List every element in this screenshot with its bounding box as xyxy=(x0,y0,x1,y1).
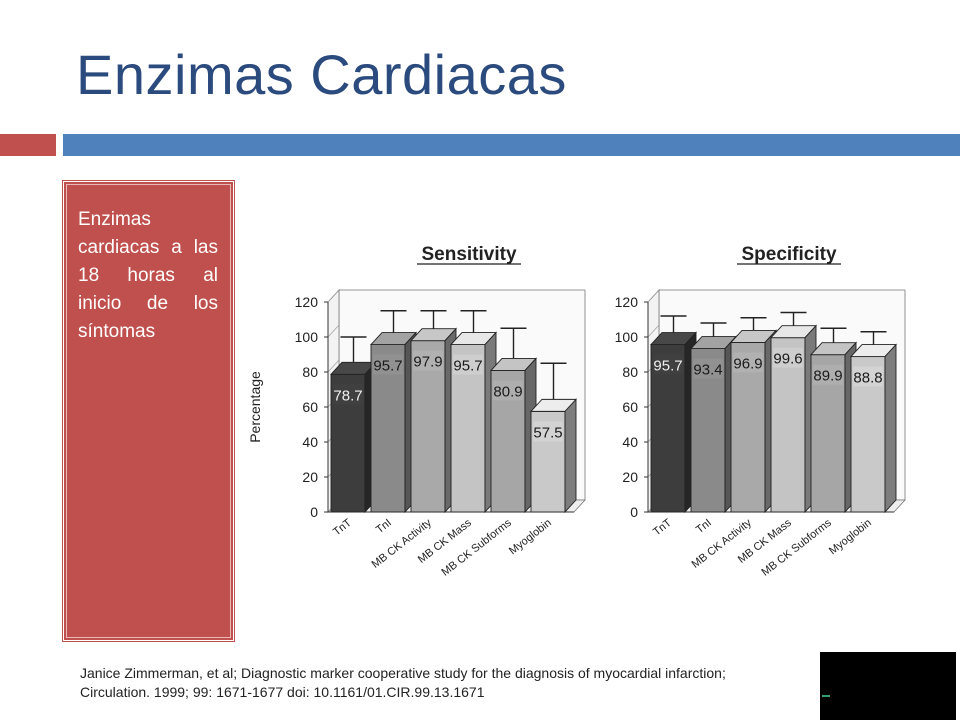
chart-1-grid-diag xyxy=(647,324,660,338)
chart-1-data-label: 93.4 xyxy=(693,362,722,379)
chart-figure: 0 20 40 60 80 100 120 Sensitivity Percentage 78.7… xyxy=(240,236,930,606)
text-panel-border xyxy=(66,184,231,638)
citation-text: Janice Zimmerman, et al; Diagnostic mark… xyxy=(80,665,726,700)
chart-1-data-label: 88.8 xyxy=(853,370,882,387)
chart-1-ytick-label: 0 xyxy=(630,504,638,520)
chart-0-data-label: 80.9 xyxy=(493,383,522,400)
chart-1-ytick-label: 120 xyxy=(615,294,639,310)
chart-1-data-label: 96.9 xyxy=(733,355,762,372)
charts-svg: 0 20 40 60 80 100 120 Sensitivity Percentage 78.7… xyxy=(247,244,906,579)
corner-mark xyxy=(822,695,830,697)
chart-1-category-label: Myoglobin xyxy=(827,517,874,557)
chart-0-ytick-label: 40 xyxy=(302,434,318,450)
chart-1-data-label-bg xyxy=(853,366,883,387)
chart-1-data-label-bg xyxy=(693,358,723,379)
chart-0-grid-diag xyxy=(327,289,340,303)
chart-0-data-label: 95.7 xyxy=(453,358,482,375)
chart-0-data-label-bg xyxy=(413,350,443,371)
chart-1-category-label: TnT xyxy=(651,517,674,539)
chart-0-ytick-label: 20 xyxy=(302,469,318,485)
chart-1-data-label: 89.9 xyxy=(813,368,842,385)
accent-bar-blue xyxy=(63,134,960,156)
corner-video-box xyxy=(820,652,956,720)
chart-0-ytick-label: 0 xyxy=(310,504,318,520)
chart-0-data-label: 97.9 xyxy=(413,354,442,371)
chart-1-ytick-label: 40 xyxy=(622,434,638,450)
chart-0-bar-side xyxy=(564,398,577,514)
chart-0-ytick-label: 120 xyxy=(295,294,319,310)
chart-1-title: Specificity xyxy=(741,244,836,265)
chart-1-data-label: 95.7 xyxy=(653,358,682,375)
chart-0-category-label: Myoglobin xyxy=(507,517,554,557)
chart-0-data-label-bg xyxy=(533,421,563,442)
chart-0-data-label-bg xyxy=(373,354,403,375)
chart-0-data-label: 57.5 xyxy=(533,424,562,441)
chart-1-data-label-bg xyxy=(733,352,763,373)
chart-1-ytick-label: 60 xyxy=(622,399,638,415)
chart-1-ytick-label: 100 xyxy=(615,329,639,345)
chart-0-grid-diag xyxy=(327,359,340,373)
accent-bar-red xyxy=(0,134,56,156)
slide-title: Enzimas Cardiacas xyxy=(76,43,567,106)
chart-0-grid-diag xyxy=(327,324,340,338)
chart-1-ytick-label: 20 xyxy=(622,469,638,485)
chart-1-ytick-label: 80 xyxy=(622,364,638,380)
chart-1-data-label-bg xyxy=(773,347,803,368)
text-panel: Enzimas cardiacas a las 18 horas al inic… xyxy=(62,180,235,642)
chart-1-data-label-bg xyxy=(653,354,683,375)
chart-0-data-label-bg xyxy=(333,384,363,405)
chart-0-data-label-bg xyxy=(493,380,523,401)
chart-0-title: Sensitivity xyxy=(421,244,516,265)
chart-0-category-label: TnT xyxy=(331,517,354,539)
chart-1-bar-side xyxy=(884,343,897,514)
chart-0-ylabel: Percentage xyxy=(247,371,263,443)
chart-0-category-label: MB CK Subforms xyxy=(440,517,515,579)
chart-1-grid-diag xyxy=(647,289,660,303)
chart-0-ytick-label: 60 xyxy=(302,399,318,415)
chart-0-data-label: 95.7 xyxy=(373,358,402,375)
chart-1-data-label-bg xyxy=(813,364,843,385)
chart-1-category-label: MB CK Subforms xyxy=(760,517,835,579)
chart-1-category-label: TnI xyxy=(694,517,714,536)
chart-0-ytick-label: 80 xyxy=(302,364,318,380)
chart-0-data-label: 78.7 xyxy=(333,387,362,404)
chart-0-data-label-bg xyxy=(453,354,483,375)
chart-0-category-label: TnI xyxy=(374,517,394,536)
chart-1-data-label: 99.6 xyxy=(773,351,802,368)
panel-text: Enzimas cardiacas a las 18 horas al inic… xyxy=(78,209,218,342)
chart-0-ytick-label: 100 xyxy=(295,329,319,345)
